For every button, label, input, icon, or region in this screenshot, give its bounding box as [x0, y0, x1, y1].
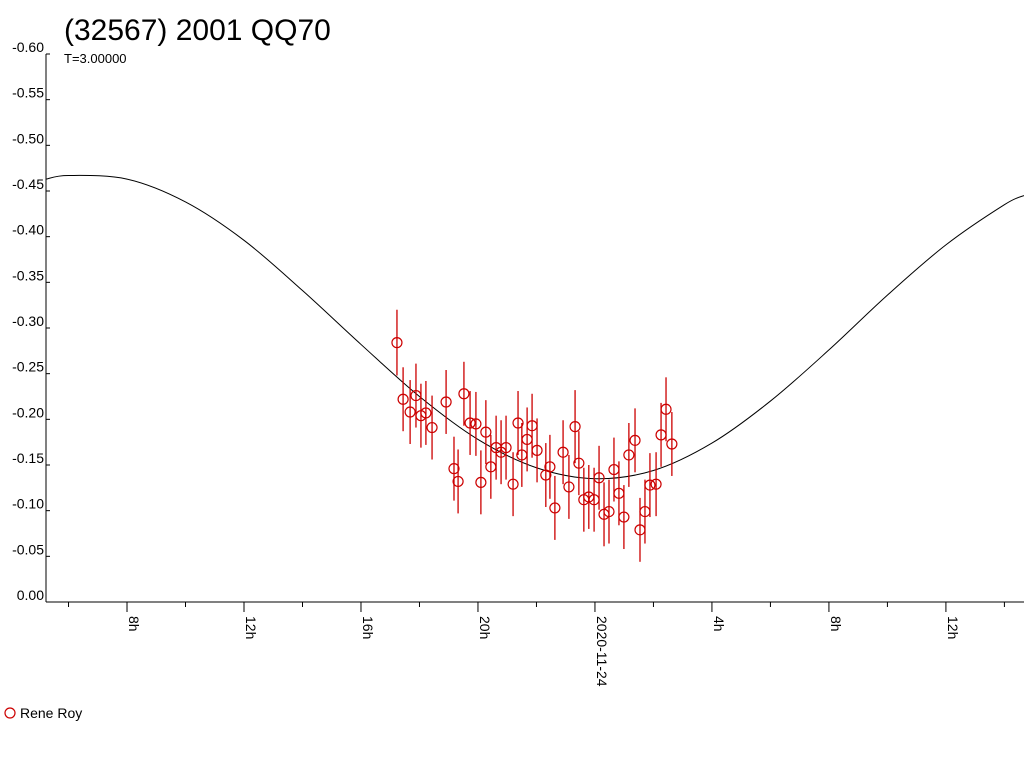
y-tick-label: -0.30: [12, 313, 44, 329]
y-tick-label: -0.40: [12, 222, 44, 238]
data-point: [452, 475, 464, 488]
data-point: [426, 421, 438, 434]
y-tick-label: -0.60: [12, 39, 44, 55]
x-tick-label: 8h: [126, 616, 142, 632]
legend-label: Rene Roy: [20, 705, 82, 721]
y-tick-label: -0.20: [12, 404, 44, 420]
y-tick-label: -0.15: [12, 450, 44, 466]
x-tick-label: 12h: [243, 616, 259, 639]
data-point: [464, 417, 476, 429]
y-tick-label: -0.25: [12, 359, 44, 375]
y-tick-label: -0.35: [12, 267, 44, 283]
data-point: [480, 426, 492, 438]
data-point: [420, 407, 432, 419]
data-point: [603, 505, 615, 518]
data-point: [531, 444, 543, 456]
data-point: [557, 446, 569, 458]
data-point: [618, 511, 630, 523]
data-point: [448, 463, 460, 475]
data-point: [644, 479, 656, 491]
data-point: [470, 418, 482, 430]
data-point: [544, 461, 556, 473]
data-point: [593, 472, 605, 484]
data-point: [404, 406, 416, 418]
y-tick-label: -0.55: [12, 85, 44, 101]
data-point: [458, 388, 470, 400]
data-point: [650, 478, 662, 490]
y-tick-label: -0.10: [12, 496, 44, 512]
data-point: [549, 502, 561, 514]
x-tick-label: 2020-11-24: [594, 616, 610, 687]
data-point: [391, 337, 403, 349]
data-point: [569, 421, 581, 433]
data-point: [397, 393, 409, 405]
chart-title: (32567) 2001 QQ70: [64, 14, 331, 47]
x-tick-label: 12h: [945, 616, 961, 639]
x-tick-label: 8h: [828, 616, 844, 632]
data-point: [507, 478, 519, 490]
data-point: [573, 457, 585, 469]
data-point: [512, 417, 524, 429]
data-point: [623, 449, 635, 461]
x-tick-label: 4h: [711, 616, 727, 632]
y-tick-label: -0.50: [12, 130, 44, 146]
legend-marker: [4, 707, 16, 719]
y-tick-label: -0.45: [12, 176, 44, 192]
y-tick-label: -0.05: [12, 541, 44, 557]
data-point: [500, 442, 512, 454]
chart-subtitle: T=3.00000: [64, 51, 127, 66]
y-tick-label: 0.00: [17, 587, 44, 603]
x-tick-label: 16h: [360, 616, 376, 639]
data-point: [440, 396, 452, 408]
data-point: [666, 438, 678, 450]
data-point: [629, 434, 641, 446]
data-point: [660, 403, 672, 415]
data-point: [563, 481, 575, 493]
x-tick-label: 20h: [477, 616, 493, 639]
fit-curve: [45, 174, 1024, 480]
data-point: [475, 476, 487, 488]
